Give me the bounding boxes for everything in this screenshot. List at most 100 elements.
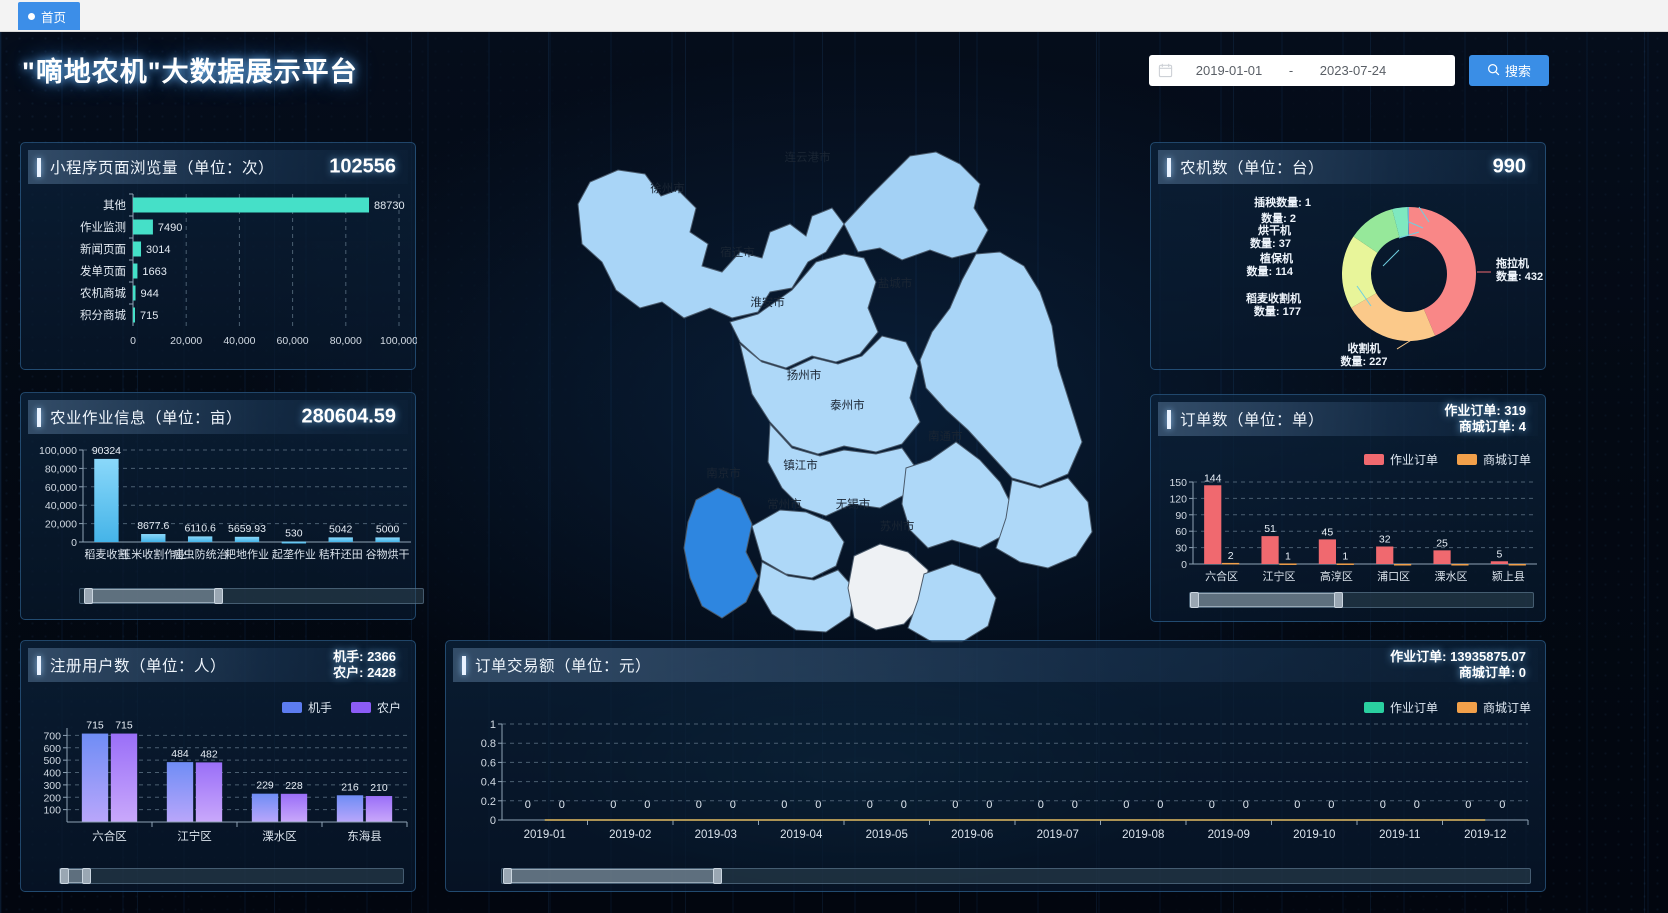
donut-label: 数量: 177: [1254, 304, 1301, 318]
map-region-xuzhou[interactable]: [577, 169, 845, 319]
svg-text:颍上县: 颍上县: [1492, 570, 1525, 583]
chart-orders-svg[interactable]: 0 30 60 90 120 150 144 2 六合区 51 1 江宁区 45 1 高淳区 32 浦口区 25 溧…: [1151, 464, 1547, 604]
panel-accent-bar: [1167, 409, 1171, 429]
turnover-legend[interactable]: 作业订单 商城订单: [1363, 699, 1531, 716]
date-range-picker[interactable]: 2019-01-01 - 2023-07-24: [1149, 55, 1455, 86]
legend-label-mall-orders: 商城订单: [1482, 453, 1531, 467]
svg-text:100,000: 100,000: [39, 445, 77, 457]
panel-turnover-title: 订单交易额（单位：元）: [475, 658, 652, 675]
svg-text:0: 0: [986, 799, 992, 811]
scrollbar-thumb[interactable]: [507, 869, 717, 883]
orders-data-zoom-scrollbar[interactable]: [1189, 592, 1534, 608]
scrollbar-handle-right[interactable]: [1334, 592, 1343, 608]
turnover-legend-item-mall[interactable]: 商城订单: [1456, 699, 1531, 716]
donut-label-tractor-count: 数量: 432: [1496, 269, 1543, 283]
scrollbar-handle-left[interactable]: [84, 588, 93, 604]
search-button[interactable]: 搜索: [1469, 55, 1549, 86]
date-start-input[interactable]: 2019-01-01: [1195, 63, 1263, 78]
users-legend[interactable]: 机手 农户: [281, 699, 401, 716]
svg-text:5659.93: 5659.93: [228, 523, 266, 535]
legend-label-work-orders: 作业订单: [1389, 701, 1438, 715]
users-legend-item-farmers[interactable]: 农户: [350, 699, 401, 716]
orders-legend[interactable]: 作业订单 商城订单: [1363, 451, 1531, 468]
svg-text:农机商城: 农机商城: [80, 286, 126, 300]
xtick-2019-09: 2019-09: [1208, 829, 1250, 841]
chart-turnover-svg[interactable]: 0 0.2 0.4 0.6 0.8 1 2019-01 0 0 2019-02 0 0 2019-03 0…: [446, 710, 1547, 860]
legend-swatch-mall-orders: [1456, 702, 1477, 713]
chart-machines[interactable]: 插秧数量: 1 数量: 2 烘干机 数量: 37 植保机 数量: 114 稻麦收割机 数量: …: [1151, 184, 1547, 368]
turnover-legend-item-work[interactable]: 作业订单: [1363, 699, 1438, 716]
map-region-suzhou[interactable]: [907, 563, 997, 643]
scrollbar-handle-left[interactable]: [503, 868, 512, 884]
scrollbar-thumb[interactable]: [1194, 593, 1338, 607]
chart-farmwork-svg[interactable]: 0 20,000 40,000 60,000 80,000 100,000 90324 稻麦收…: [21, 434, 417, 584]
svg-text:1: 1: [490, 719, 496, 731]
svg-text:484: 484: [171, 748, 189, 760]
svg-text:起垄作业: 起垄作业: [272, 547, 316, 561]
chart-users[interactable]: 100 200 300 400 500 600 700 715 715 六合区 484 482 江宁区 2…: [21, 712, 415, 862]
users-legend-item-operators[interactable]: 机手: [281, 699, 332, 716]
scrollbar-handle-left[interactable]: [60, 868, 69, 884]
map-region-suqian[interactable]: [729, 253, 879, 369]
map-region-zhenjiang[interactable]: [751, 509, 845, 579]
bar-高淳区-作业订单: [1318, 539, 1336, 564]
map-region-lianyungang[interactable]: [843, 151, 989, 261]
scrollbar-handle-right[interactable]: [82, 868, 91, 884]
svg-text:0: 0: [815, 799, 821, 811]
panel-accent-bar: [37, 157, 41, 177]
scrollbar-handle-right[interactable]: [214, 588, 223, 604]
panel-farmwork-title: 农业作业信息（单位：亩）: [50, 410, 243, 427]
xtick-2019-10: 2019-10: [1293, 829, 1335, 841]
chart-pageviews[interactable]: 0 20,000 40,000 60,000 80,000 100,000 其他 88730 作…: [21, 184, 418, 364]
svg-text:25: 25: [1436, 537, 1448, 549]
svg-text:江宁区: 江宁区: [1263, 569, 1296, 583]
svg-text:482: 482: [200, 748, 218, 760]
svg-text:0.2: 0.2: [481, 796, 496, 808]
xtick-2019-04: 2019-04: [780, 829, 823, 841]
chart-farmwork[interactable]: 0 20,000 40,000 60,000 80,000 100,000 90324 稻麦收…: [21, 434, 415, 584]
svg-text:溧水区: 溧水区: [1435, 569, 1468, 583]
orders-work-total: 作业订单: 319: [1444, 403, 1526, 418]
svg-text:0: 0: [901, 799, 907, 811]
map-region-huaian[interactable]: [739, 335, 921, 455]
map-region-nantong[interactable]: [995, 477, 1093, 569]
svg-text:谷物烘干: 谷物烘干: [366, 547, 410, 561]
jiangsu-map[interactable]: 徐州市 连云港市 宿迁市 盐城市 淮安市 扬州市 泰州市 南通市 镇江市 南京市 常州市 无锡市 苏州市: [440, 112, 1140, 672]
chart-orders[interactable]: 0 30 60 90 120 150 144 2 六合区 51 1 江宁区 45 1 高淳区 32 浦口区 25 溧…: [1151, 464, 1545, 604]
scrollbar-handle-right[interactable]: [713, 868, 722, 884]
map-region-nanjing[interactable]: [683, 487, 759, 619]
map-region-yancheng[interactable]: [919, 251, 1083, 487]
xtick-2019-07: 2019-07: [1037, 829, 1079, 841]
panel-machines-total: 990: [1492, 155, 1526, 178]
donut-slice-收割机: [1351, 293, 1436, 341]
map-region-changzhou[interactable]: [757, 561, 855, 633]
svg-text:30: 30: [1175, 543, 1187, 555]
donut-slice-拖拉机: [1409, 207, 1476, 336]
browser-tab-home[interactable]: 首页: [18, 2, 81, 30]
legend-label-work-orders: 作业订单: [1389, 453, 1438, 467]
svg-text:六合区: 六合区: [1205, 569, 1238, 583]
bar-六合区-作业订单: [1204, 485, 1222, 564]
orders-legend-item-work[interactable]: 作业订单: [1363, 451, 1438, 468]
farmwork-data-zoom-scrollbar[interactable]: [79, 588, 424, 604]
xtick-2019-06: 2019-06: [951, 829, 993, 841]
xtick-2019-01: 2019-01: [524, 829, 566, 841]
scrollbar-thumb[interactable]: [88, 589, 218, 603]
date-end-input[interactable]: 2023-07-24: [1319, 63, 1387, 78]
chart-turnover[interactable]: 0 0.2 0.4 0.6 0.8 1 2019-01 0 0 2019-02 0 0 2019-03 0…: [446, 710, 1545, 860]
turnover-data-zoom-scrollbar[interactable]: [501, 868, 1531, 884]
legend-swatch-mall-orders: [1456, 454, 1477, 465]
orders-legend-item-mall[interactable]: 商城订单: [1456, 451, 1531, 468]
map-svg[interactable]: [440, 112, 1140, 672]
bar-高淳区-商城订单: [1336, 563, 1354, 565]
scrollbar-handle-left[interactable]: [1190, 592, 1199, 608]
chart-pageviews-svg[interactable]: 0 20,000 40,000 60,000 80,000 100,000 其他 88730 作…: [21, 184, 418, 364]
donut-label: 数量: 37: [1250, 236, 1291, 250]
svg-text:积分商城: 积分商城: [80, 308, 126, 322]
svg-text:东海县: 东海县: [347, 829, 382, 843]
dashboard-stage: "嘀地农机"大数据展示平台 2019-01-01 - 2023-07-24 搜索: [0, 32, 1668, 913]
users-data-zoom-scrollbar[interactable]: [59, 868, 404, 884]
